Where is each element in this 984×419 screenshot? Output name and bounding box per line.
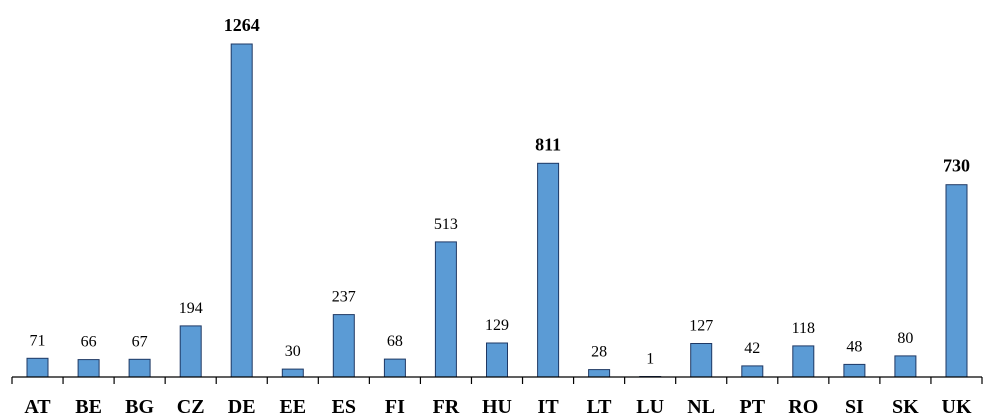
x-axis-ticks [12, 377, 982, 384]
value-label-it: 811 [535, 134, 561, 154]
value-label-hu: 129 [485, 317, 509, 334]
category-label-ee: EE [279, 396, 306, 418]
category-label-sk: SK [892, 396, 919, 418]
value-label-uk: 730 [943, 156, 970, 176]
category-label-hu: HU [482, 396, 512, 418]
category-label-lt: LT [587, 396, 613, 418]
bar-fi [384, 359, 405, 377]
value-labels-group: 71 66 67 194 1264 30 237 68 513 129 811 28 1 127 42 118… [30, 15, 971, 368]
bar-ee [282, 369, 303, 377]
bar-fr [435, 242, 456, 377]
bar-cz [180, 326, 201, 377]
category-label-es: ES [332, 396, 356, 418]
category-label-pt: PT [740, 396, 766, 418]
value-label-fi: 68 [387, 333, 403, 350]
value-label-fr: 513 [434, 216, 458, 233]
value-label-de: 1264 [224, 15, 260, 35]
bar-si [844, 364, 865, 377]
category-label-bg: BG [125, 396, 154, 418]
category-label-ro: RO [788, 396, 818, 418]
value-label-ro: 118 [792, 320, 815, 337]
bar-lt [589, 370, 610, 377]
bar-sk [895, 356, 916, 377]
bar-nl [691, 344, 712, 378]
value-label-nl: 127 [689, 318, 713, 335]
bar-es [333, 315, 354, 377]
category-label-it: IT [538, 396, 560, 418]
bar-pt [742, 366, 763, 377]
bar-bg [129, 359, 150, 377]
category-label-cz: CZ [177, 396, 205, 418]
value-label-lu: 1 [646, 351, 654, 368]
bar-uk [946, 185, 967, 377]
value-label-sk: 80 [897, 330, 913, 347]
bar-it [538, 163, 559, 377]
value-label-bg: 67 [132, 333, 148, 350]
category-label-fi: FI [385, 396, 405, 418]
value-label-ee: 30 [285, 343, 301, 360]
value-label-be: 66 [81, 334, 97, 351]
value-label-cz: 194 [179, 300, 203, 317]
bar-be [78, 360, 99, 377]
bar-at [27, 358, 48, 377]
category-label-at: AT [24, 396, 51, 418]
category-label-si: SI [845, 396, 864, 418]
category-label-nl: NL [687, 396, 715, 418]
category-label-fr: FR [433, 396, 460, 418]
bar-ro [793, 346, 814, 377]
value-label-es: 237 [332, 289, 356, 306]
value-label-si: 48 [846, 338, 862, 355]
bar-hu [487, 343, 508, 377]
category-label-uk: UK [942, 396, 972, 418]
category-label-be: BE [75, 396, 102, 418]
category-label-de: DE [228, 396, 256, 418]
category-label-lu: LU [636, 396, 664, 418]
value-label-at: 71 [30, 332, 46, 349]
category-labels-group: AT BE BG CZ DE EE ES FI FR HU IT LT LU NL PT RO SI SK UK [24, 396, 972, 418]
value-label-pt: 42 [744, 340, 760, 357]
value-label-lt: 28 [591, 344, 607, 361]
bar-de [231, 44, 252, 377]
